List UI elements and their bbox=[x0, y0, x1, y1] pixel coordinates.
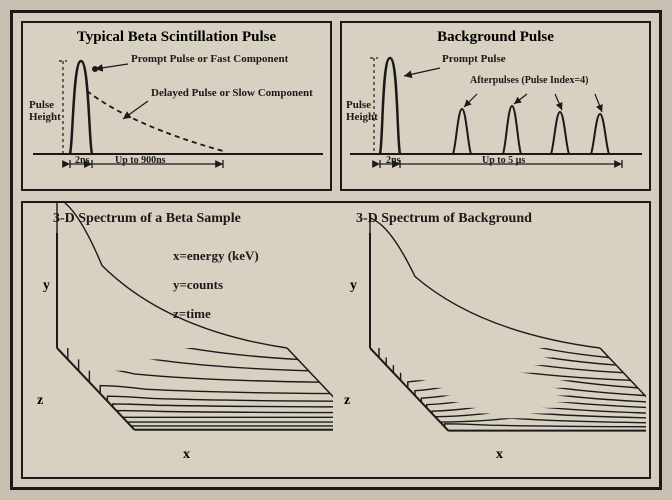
bg-time2-label: Up to 5 µs bbox=[482, 155, 525, 166]
time2-label: Up to 900ns bbox=[115, 155, 166, 166]
spectrum-panel: 3-D Spectrum of a Beta Sample x=energy (… bbox=[21, 201, 651, 479]
afterpulses-label: Afterpulses (Pulse Index=4) bbox=[470, 75, 588, 86]
axis-x-beta: x bbox=[183, 447, 190, 463]
axis-y-bg: y bbox=[350, 278, 357, 294]
spectrum-bg-half: 3-D Spectrum of Background y z x bbox=[336, 203, 649, 477]
bg-time1-label: 2ns bbox=[386, 155, 400, 166]
pulse-height-label: Pulse Height bbox=[29, 99, 61, 123]
spectrum-beta-svg bbox=[23, 203, 333, 463]
figure-container: Typical Beta Scintillation Pulse Prompt … bbox=[10, 10, 662, 490]
beta-pulse-title: Typical Beta Scintillation Pulse bbox=[23, 23, 330, 46]
spectrum-beta-half: 3-D Spectrum of a Beta Sample x=energy (… bbox=[23, 203, 336, 477]
legend-y: y=counts bbox=[173, 277, 223, 293]
axis-z-bg: z bbox=[344, 393, 350, 409]
top-row: Typical Beta Scintillation Pulse Prompt … bbox=[21, 21, 651, 191]
axis-x-bg: x bbox=[496, 447, 503, 463]
axis-z-beta: z bbox=[37, 393, 43, 409]
beta-pulse-panel: Typical Beta Scintillation Pulse Prompt … bbox=[21, 21, 332, 191]
bg-prompt-label: Prompt Pulse bbox=[442, 53, 506, 65]
prompt-label: Prompt Pulse or Fast Component bbox=[131, 53, 288, 65]
spectrum-beta-title: 3-D Spectrum of a Beta Sample bbox=[53, 211, 241, 227]
spectrum-bg-title: 3-D Spectrum of Background bbox=[356, 211, 532, 227]
legend-x: x=energy (keV) bbox=[173, 248, 259, 264]
beta-pulse-svg bbox=[23, 46, 328, 186]
delayed-label: Delayed Pulse or Slow Component bbox=[151, 87, 313, 99]
axis-y-beta: y bbox=[43, 278, 50, 294]
time1-label: 2ns bbox=[75, 155, 89, 166]
background-pulse-title: Background Pulse bbox=[342, 23, 649, 46]
spectrum-bg-svg bbox=[336, 203, 646, 463]
legend-z: z=time bbox=[173, 306, 211, 322]
background-pulse-panel: Background Pulse Prompt Pulse Afterpulse… bbox=[340, 21, 651, 191]
bg-pulse-height-label: Pulse Height bbox=[346, 99, 378, 123]
